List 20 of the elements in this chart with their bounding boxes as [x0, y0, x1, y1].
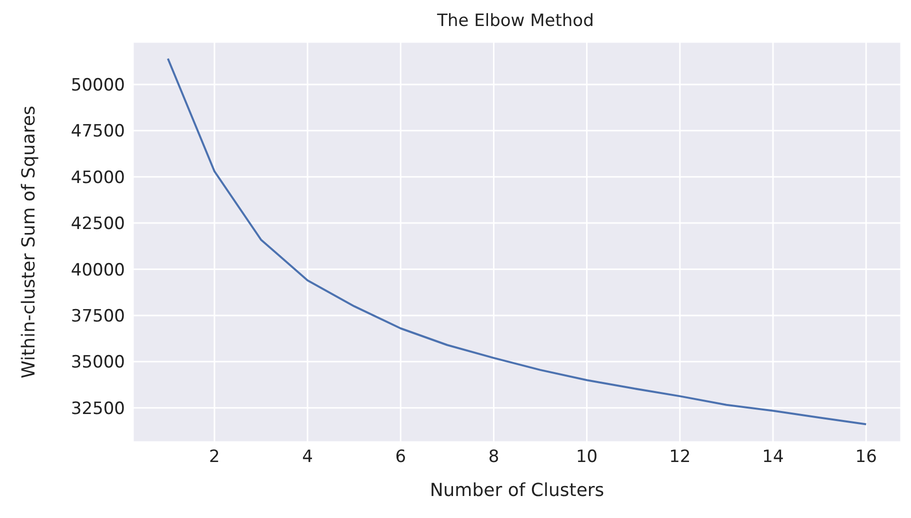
y-tick-label: 32500 [70, 398, 125, 419]
x-tick-label: 6 [395, 447, 406, 468]
x-tick-label: 4 [302, 447, 313, 468]
y-tick-label: 42500 [70, 214, 125, 234]
y-tick-label: 40000 [70, 260, 125, 280]
x-tick-label: 10 [576, 447, 598, 468]
x-tick-label: 8 [488, 447, 500, 468]
y-tick-label: 37500 [70, 306, 125, 326]
chart-title: The Elbow Method [436, 10, 595, 33]
x-tick-label: 16 [855, 447, 877, 468]
x-tick-label: 14 [762, 447, 784, 468]
y-axis-title: Within-cluster Sum of Squares [18, 106, 40, 378]
y-tick-label: 47500 [70, 122, 125, 142]
y-tick-label: 45000 [70, 168, 125, 188]
x-axis-title: Number of Clusters [430, 480, 604, 501]
line-series [166, 58, 868, 426]
x-tick-label: 12 [669, 447, 691, 468]
y-tick-label: 50000 [70, 76, 125, 96]
x-tick-label: 2 [209, 447, 220, 468]
y-tick-label: 35000 [70, 352, 125, 373]
